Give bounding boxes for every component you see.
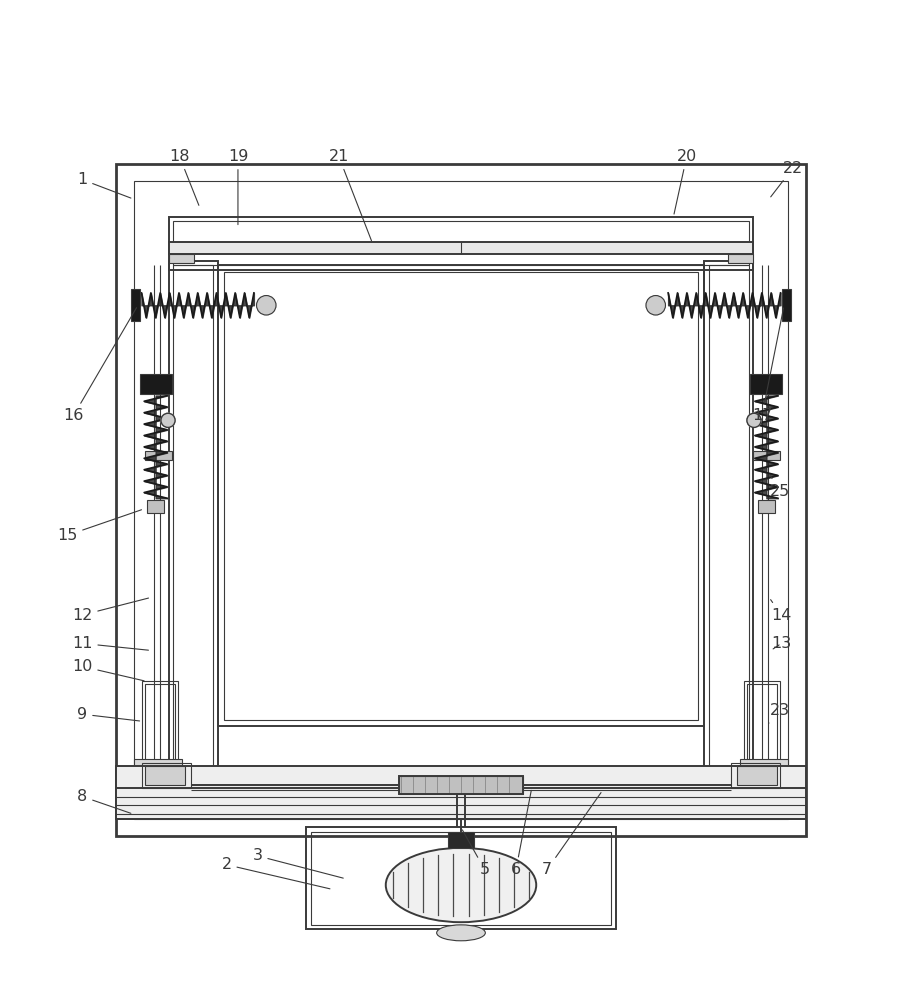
Bar (448, 832, 474, 848)
Bar (173, 265, 213, 766)
Bar (738, 766, 777, 785)
Text: 23: 23 (769, 703, 790, 723)
Bar (147, 500, 164, 513)
Bar (311, 832, 611, 925)
Bar (145, 766, 184, 785)
Bar (169, 217, 753, 270)
Text: 18: 18 (170, 149, 199, 205)
Circle shape (747, 413, 761, 427)
Bar (753, 451, 780, 460)
Text: 13: 13 (772, 636, 792, 651)
Bar (306, 827, 616, 929)
Bar (709, 265, 749, 766)
Text: 10: 10 (72, 659, 144, 681)
Text: 12: 12 (72, 598, 148, 623)
Bar (744, 681, 780, 766)
Bar (218, 265, 704, 726)
Bar (131, 289, 140, 321)
Text: 14: 14 (771, 600, 792, 623)
Bar (739, 759, 788, 770)
Bar (169, 261, 218, 770)
Circle shape (646, 296, 666, 315)
Bar (782, 289, 791, 321)
Text: 8: 8 (77, 789, 131, 813)
Bar (399, 776, 523, 794)
Bar (224, 272, 698, 720)
Bar (116, 766, 806, 819)
Bar (142, 681, 178, 766)
Bar (134, 768, 183, 781)
Bar (145, 684, 175, 763)
Bar (169, 254, 194, 263)
Bar (739, 768, 788, 781)
Bar (704, 261, 753, 770)
Bar (134, 759, 183, 770)
Text: 11: 11 (72, 636, 148, 651)
Text: 16: 16 (63, 308, 136, 423)
Text: 25: 25 (770, 476, 790, 499)
Text: 19: 19 (228, 149, 248, 225)
Bar (140, 374, 171, 394)
Text: 20: 20 (674, 149, 697, 214)
Text: 2: 2 (221, 857, 330, 889)
Bar (173, 221, 749, 265)
Bar (134, 181, 788, 819)
Text: 22: 22 (771, 161, 803, 197)
Text: 1: 1 (77, 172, 131, 198)
Text: 5: 5 (462, 830, 490, 877)
Text: 6: 6 (511, 790, 531, 877)
Bar (751, 374, 782, 394)
Text: 7: 7 (542, 793, 601, 877)
Bar (731, 763, 780, 788)
Ellipse shape (385, 848, 537, 922)
Bar (758, 500, 775, 513)
Bar (747, 684, 777, 763)
Bar (116, 164, 806, 836)
Bar (399, 776, 523, 794)
Text: 21: 21 (328, 149, 372, 241)
Bar (728, 254, 753, 263)
Text: 17: 17 (751, 308, 784, 423)
Text: 9: 9 (77, 707, 139, 722)
Circle shape (256, 296, 276, 315)
Bar (145, 451, 171, 460)
Bar (142, 763, 191, 788)
Text: 3: 3 (253, 848, 343, 878)
Ellipse shape (437, 925, 485, 941)
Bar (169, 242, 753, 254)
Text: 15: 15 (57, 510, 141, 543)
Circle shape (161, 413, 175, 427)
